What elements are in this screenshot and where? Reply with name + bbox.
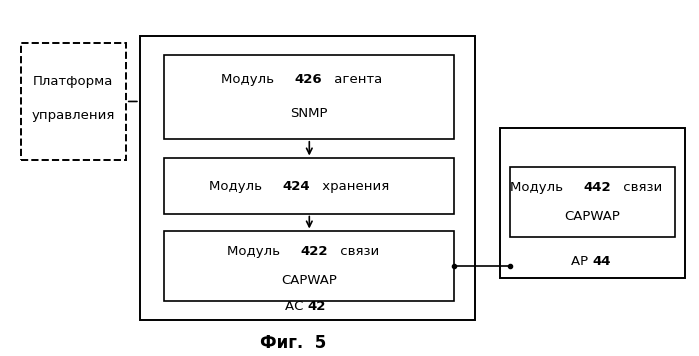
FancyBboxPatch shape xyxy=(164,231,454,301)
FancyBboxPatch shape xyxy=(140,36,475,320)
Text: Модуль 422 связи: Модуль 422 связи xyxy=(246,245,373,258)
Text: 42: 42 xyxy=(308,300,326,313)
Text: Фиг.  5: Фиг. 5 xyxy=(261,334,326,352)
Text: Модуль 426 агента: Модуль 426 агента xyxy=(242,73,377,86)
Text: SNMP: SNMP xyxy=(291,106,328,120)
Text: связи: связи xyxy=(336,245,380,258)
Text: 44: 44 xyxy=(592,255,611,268)
Text: агента: агента xyxy=(331,73,382,86)
FancyBboxPatch shape xyxy=(21,43,126,160)
Text: 442: 442 xyxy=(584,181,611,194)
Text: Модуль 442 связи: Модуль 442 связи xyxy=(530,181,655,194)
Text: 426: 426 xyxy=(295,73,322,86)
FancyBboxPatch shape xyxy=(510,167,675,237)
Text: CAPWAP: CAPWAP xyxy=(282,274,337,287)
Text: CAPWAP: CAPWAP xyxy=(565,210,620,223)
Text: хранения: хранения xyxy=(318,179,389,193)
Text: АР: АР xyxy=(571,255,592,268)
FancyBboxPatch shape xyxy=(164,158,454,214)
Text: АС: АС xyxy=(285,300,308,313)
Text: Платформа: Платформа xyxy=(34,75,113,88)
FancyBboxPatch shape xyxy=(164,55,454,139)
Text: Модуль: Модуль xyxy=(221,73,278,86)
Text: Модуль: Модуль xyxy=(510,181,567,194)
Text: управления: управления xyxy=(31,109,115,122)
Text: Модуль 424 хранения: Модуль 424 хранения xyxy=(233,179,386,193)
Text: 424: 424 xyxy=(282,179,310,193)
Text: 422: 422 xyxy=(301,245,328,258)
FancyBboxPatch shape xyxy=(500,128,685,278)
Text: Модуль: Модуль xyxy=(226,245,284,258)
Text: Модуль: Модуль xyxy=(208,179,266,193)
Text: связи: связи xyxy=(619,181,663,194)
